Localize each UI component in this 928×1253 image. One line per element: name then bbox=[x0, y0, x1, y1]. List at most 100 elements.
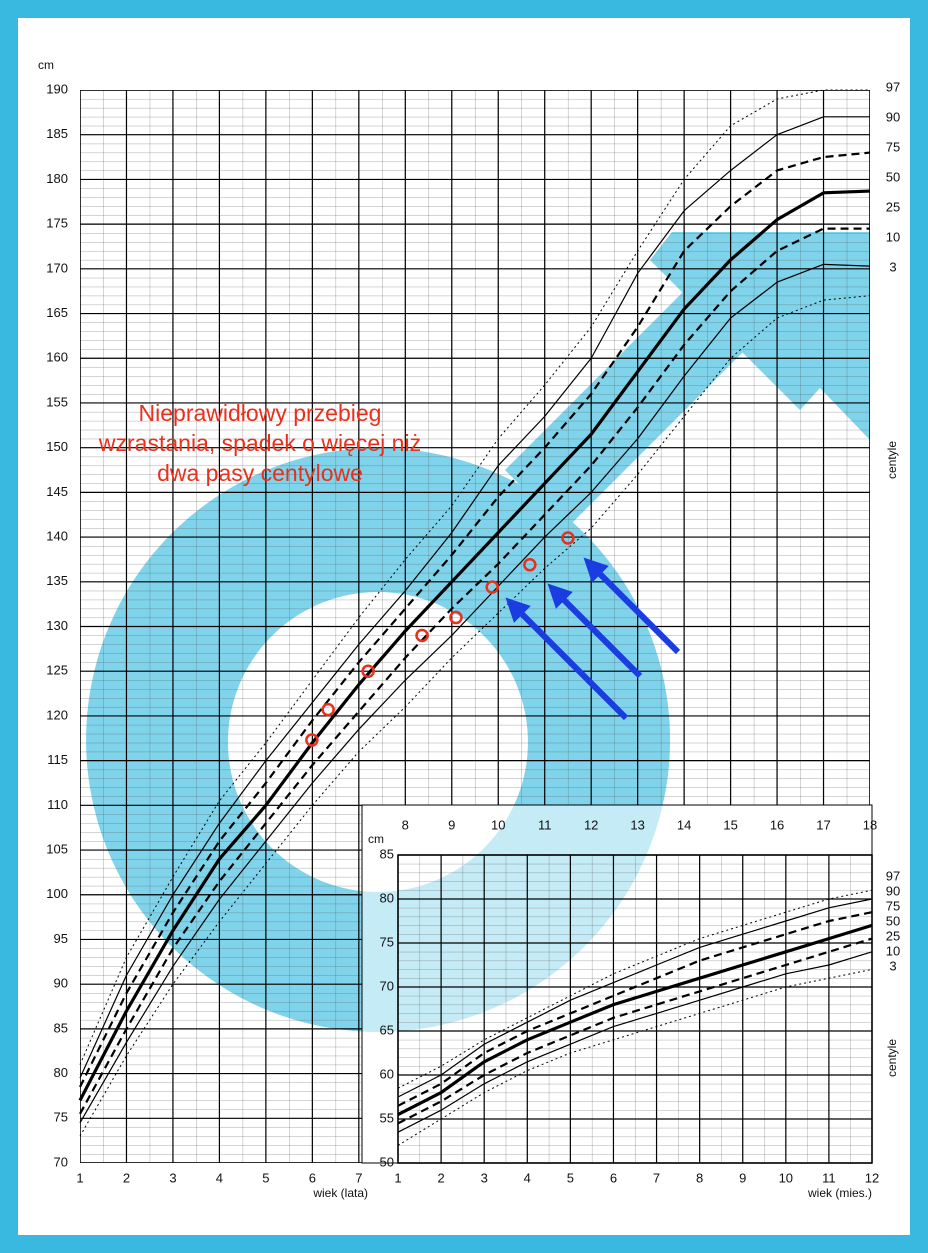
y-tick-label: 85 bbox=[54, 1020, 68, 1035]
arrows bbox=[505, 557, 681, 721]
centile-line bbox=[397, 898, 873, 1098]
centile-line bbox=[79, 295, 871, 1137]
x-tick-label: 6 bbox=[610, 1170, 617, 1185]
centile-line bbox=[397, 923, 873, 1117]
x-tick-label: 12 bbox=[865, 1170, 879, 1185]
x-tick-label: 11 bbox=[822, 1170, 836, 1185]
minor-grid bbox=[398, 855, 872, 1163]
legend-label: 97 bbox=[886, 79, 900, 94]
centile-line bbox=[79, 151, 871, 1088]
x-tick-label: 5 bbox=[262, 1170, 269, 1185]
x-tick-label: 8 bbox=[402, 817, 409, 832]
x-tick-label: 12 bbox=[584, 817, 598, 832]
measurement-point bbox=[485, 580, 499, 594]
x-tick-label: 5 bbox=[567, 1170, 574, 1185]
x-tick-label: 15 bbox=[723, 817, 737, 832]
x-tick-label: 11 bbox=[538, 817, 552, 832]
y-tick-label: 80 bbox=[380, 890, 394, 905]
legend-label: 97 bbox=[886, 868, 900, 883]
x-tick-label: 4 bbox=[524, 1170, 531, 1185]
y-tick-label: 145 bbox=[46, 484, 68, 499]
y-tick-label: 80 bbox=[54, 1065, 68, 1080]
x-tick-label: 17 bbox=[816, 817, 830, 832]
y-tick-label: 115 bbox=[47, 752, 68, 767]
legend-label: 90 bbox=[886, 109, 900, 124]
x-tick-label: 2 bbox=[123, 1170, 130, 1185]
y-tick-label: 75 bbox=[380, 934, 394, 949]
y-tick-label: 185 bbox=[46, 126, 68, 141]
legend-label: 75 bbox=[886, 139, 900, 154]
y-tick-label: 125 bbox=[46, 663, 68, 678]
y-tick-label: 110 bbox=[47, 797, 68, 812]
plot-area bbox=[397, 854, 873, 1164]
y-tick-label: 170 bbox=[46, 260, 68, 275]
centile-line bbox=[397, 889, 873, 1089]
y-tick-label: 120 bbox=[46, 707, 68, 722]
x-tick-label: 9 bbox=[448, 817, 455, 832]
x-tick-label: 1 bbox=[394, 1170, 401, 1185]
annotation: Nieprawidłowy przebieg wzrastania, spade… bbox=[98, 400, 422, 486]
x-tick-label: 2 bbox=[437, 1170, 444, 1185]
x-tick-label: 6 bbox=[309, 1170, 316, 1185]
y-tick-label: 180 bbox=[46, 171, 68, 186]
y-tick-label: 130 bbox=[46, 618, 68, 633]
x-tick-label: 14 bbox=[677, 817, 691, 832]
measurement-point bbox=[449, 610, 463, 625]
y-tick-label: 55 bbox=[380, 1110, 394, 1125]
y-tick-label: 150 bbox=[46, 439, 68, 454]
x-tick-label: 9 bbox=[739, 1170, 746, 1185]
y-tick-label: 105 bbox=[46, 841, 68, 856]
y-tick-label: 75 bbox=[54, 1110, 68, 1125]
x-tick-label: 1 bbox=[76, 1170, 83, 1185]
centile-line bbox=[79, 116, 870, 1079]
legend-title: centyle bbox=[885, 441, 899, 479]
y-tick-label: 65 bbox=[380, 1022, 394, 1037]
legend-label: 75 bbox=[886, 898, 900, 913]
legend-label: 3 bbox=[889, 259, 896, 274]
centile-line bbox=[78, 189, 871, 1102]
y-tick-label: 160 bbox=[46, 350, 68, 365]
plot-frame bbox=[397, 854, 873, 1164]
legend-title: centyle bbox=[885, 1039, 899, 1077]
y-tick-label: 95 bbox=[54, 931, 68, 946]
measurement-point bbox=[361, 664, 375, 678]
legend-label: 50 bbox=[886, 169, 900, 184]
x-tick-label: 10 bbox=[491, 817, 505, 832]
y-tick-label: 190 bbox=[46, 81, 68, 96]
y-tick-label: 90 bbox=[54, 976, 68, 991]
x-tick-label: 3 bbox=[481, 1170, 488, 1185]
x-axis-label: wiek (lata) bbox=[312, 1186, 368, 1200]
measurement-point bbox=[321, 702, 335, 717]
y-tick-label: 60 bbox=[380, 1066, 394, 1081]
centile-line bbox=[79, 263, 871, 1124]
legend-label: 10 bbox=[886, 229, 900, 244]
legend-label: 25 bbox=[886, 199, 900, 214]
y-tick-label: 70 bbox=[380, 978, 394, 993]
y-axis-label: cm bbox=[38, 58, 54, 72]
y-tick-label: 70 bbox=[54, 1154, 68, 1169]
x-tick-label: 8 bbox=[696, 1170, 703, 1185]
x-tick-label: 7 bbox=[355, 1170, 362, 1185]
legend-label: 50 bbox=[886, 913, 900, 928]
centile-line bbox=[397, 937, 873, 1125]
measurement-point bbox=[415, 628, 429, 643]
y-axis-label: cm bbox=[368, 832, 384, 846]
centile-line bbox=[79, 89, 870, 1065]
y-tick-label: 135 bbox=[46, 573, 68, 588]
x-tick-label: 3 bbox=[169, 1170, 176, 1185]
x-tick-label: 10 bbox=[779, 1170, 793, 1185]
y-tick-label: 100 bbox=[46, 886, 68, 901]
y-tick-label: 85 bbox=[380, 846, 394, 861]
centile-line bbox=[397, 911, 873, 1107]
x-axis-label: wiek (mies.) bbox=[807, 1186, 872, 1200]
x-tick-label: 7 bbox=[653, 1170, 660, 1185]
legend-label: 3 bbox=[889, 958, 896, 973]
y-tick-label: 50 bbox=[380, 1154, 394, 1169]
legend-label: 25 bbox=[886, 928, 900, 943]
x-tick-label: 16 bbox=[770, 817, 784, 832]
legend-label: 10 bbox=[886, 943, 900, 958]
y-tick-label: 140 bbox=[46, 529, 68, 544]
y-tick-label: 165 bbox=[46, 305, 68, 320]
y-tick-label: 175 bbox=[46, 216, 68, 231]
